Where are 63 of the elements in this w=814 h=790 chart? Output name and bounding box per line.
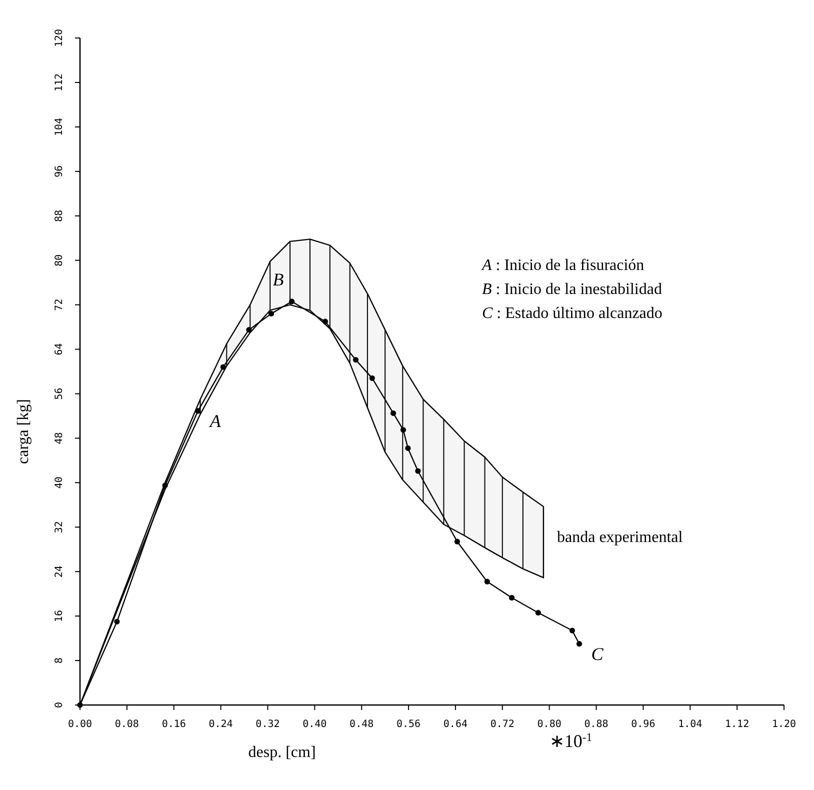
x-tick-label: 0.56 — [396, 719, 421, 730]
annotation: A : Inicio de la fisuración — [481, 257, 644, 274]
y-tick-label: 104 — [54, 118, 65, 136]
point — [535, 610, 541, 616]
point — [162, 482, 168, 488]
x-tick-label: 1.20 — [772, 719, 796, 730]
x-tick-label: 0.16 — [162, 719, 186, 730]
point — [220, 364, 226, 370]
y-tick-label: 48 — [54, 432, 65, 444]
x-tick-label: 0.24 — [208, 719, 233, 730]
y-tick-label: 32 — [54, 521, 65, 534]
y-tick-label: 0 — [54, 702, 65, 708]
point — [454, 538, 460, 544]
point — [576, 641, 582, 647]
y-tick-label: 80 — [54, 254, 65, 266]
point — [400, 427, 406, 433]
x-tick-label: 0.32 — [256, 719, 280, 730]
x-tick-label: 0.48 — [350, 719, 374, 730]
point — [268, 310, 274, 316]
y-axis-title: carga [kg] — [15, 399, 32, 464]
y-tick-label: 56 — [54, 388, 65, 400]
y-tick-label: 64 — [54, 343, 65, 356]
point — [352, 357, 359, 363]
x-tick-label: 0.40 — [302, 719, 327, 730]
annotation: banda experimental — [557, 529, 684, 546]
annotation: B : Inicio de la inestabilidad — [482, 281, 662, 298]
y-tick-label: 120 — [54, 28, 65, 48]
x-tick-label: 0.88 — [584, 719, 608, 730]
point — [415, 468, 421, 474]
point — [369, 375, 375, 381]
point — [114, 618, 120, 624]
x-tick-label: 0.80 — [537, 719, 562, 730]
x-tick-label: 0.72 — [490, 719, 514, 730]
point — [508, 594, 515, 601]
y-tick-label: 88 — [54, 210, 65, 222]
y-tick-label: 72 — [54, 298, 65, 311]
y-tick-label: 24 — [54, 566, 65, 578]
point — [322, 318, 328, 324]
x-tick-label: 0.96 — [631, 719, 656, 730]
annotation: B — [272, 269, 284, 290]
y-tick-label: 8 — [54, 658, 65, 664]
point — [288, 298, 295, 304]
y-tick-label: 16 — [54, 610, 65, 622]
point — [484, 578, 490, 584]
point — [390, 410, 396, 416]
x-axis-title: desp. [cm] — [248, 744, 316, 761]
point — [569, 628, 576, 634]
x-tick-label: 0.00 — [68, 719, 92, 730]
x-tick-label: 0.64 — [443, 719, 468, 730]
x-tick-label: 1.04 — [678, 719, 702, 730]
y-tick-label: 96 — [54, 165, 65, 178]
point — [246, 327, 252, 333]
y-tick-label: 112 — [54, 73, 65, 92]
annotation: A — [208, 410, 222, 431]
x-tick-label: 0.08 — [114, 719, 139, 730]
annotation: C — [591, 644, 604, 664]
point — [405, 445, 411, 452]
point — [195, 408, 201, 414]
point — [77, 702, 83, 708]
x-tick-label: 1.12 — [725, 719, 750, 730]
text: ∗10$^{-1}$ — [549, 730, 592, 751]
y-tick-label: 40 — [54, 476, 65, 489]
annotation: C : Estado último alcanzado — [482, 305, 662, 322]
